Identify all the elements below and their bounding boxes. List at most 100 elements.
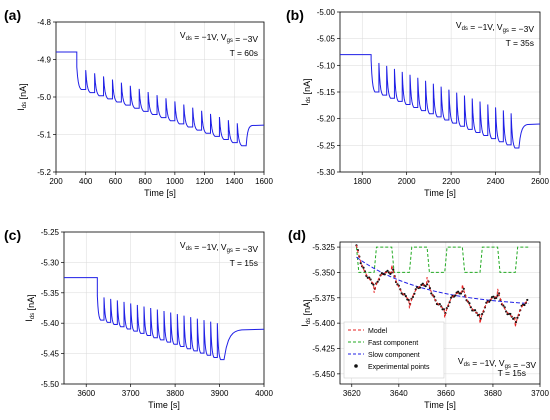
legend-label: Slow component <box>368 352 420 359</box>
label-symbol: I <box>16 108 26 111</box>
y-tick-label: -5.30 <box>41 258 60 267</box>
label-subscript: gs <box>505 364 511 370</box>
x-tick-label: 1800 <box>353 177 371 186</box>
x-tick-label: 3700 <box>531 389 549 398</box>
experimental-point <box>430 292 433 295</box>
label-symbol: V <box>499 358 505 368</box>
fast-component-line <box>355 246 529 273</box>
experimental-point <box>421 282 424 285</box>
experimental-point <box>424 285 427 288</box>
x-tick-label: 3700 <box>122 389 140 398</box>
panel-a: (a) 200 400 600 800 1000 1200 1400 1600 -5.2 -5.1 -… <box>4 7 273 198</box>
label-symbol: V <box>221 32 227 42</box>
label-subscript: gs <box>503 28 509 34</box>
y-tick-label: -5.00 <box>317 8 336 17</box>
label-part: = −3V <box>509 24 534 34</box>
plot-frame <box>55 21 265 173</box>
panel-b: (b) 1800 2000 2200 2400 2600 -5.30 -5.25 -5.20 -5… <box>286 7 549 198</box>
label-symbol: V <box>456 20 462 30</box>
label-symbol: V <box>180 30 186 40</box>
label-subscript: ds <box>186 246 192 252</box>
experimental-point <box>362 266 365 269</box>
label-part: [nA] <box>26 294 36 313</box>
x-axis-label: Time [s] <box>424 188 456 198</box>
label-subscript: ds <box>22 102 28 108</box>
series-line <box>64 277 265 361</box>
x-tick-label: 600 <box>109 177 123 186</box>
x-tick-label: 2600 <box>531 177 549 186</box>
label-symbol: V <box>221 242 227 252</box>
y-tick-label: -5.25 <box>317 141 336 150</box>
experimental-point <box>509 312 512 316</box>
experimental-point <box>479 317 482 320</box>
plot-frame <box>339 11 541 173</box>
label-subscript: ds <box>306 318 312 324</box>
period-annotation: T = 60s <box>230 48 258 58</box>
experimental-point <box>386 269 389 272</box>
legend-frame <box>343 321 445 379</box>
x-tick-label: 3620 <box>343 389 361 398</box>
experimental-point <box>526 298 529 302</box>
y-tick-label: -5.35 <box>41 289 60 298</box>
plot-frame <box>339 241 541 385</box>
grid-lines <box>340 11 541 173</box>
x-tick-label: 4000 <box>255 389 273 398</box>
condition-annotation: Vds = −1V, Vgs = −3V <box>458 356 536 370</box>
experimental-point <box>523 303 526 307</box>
y-tick-label: -5.350 <box>312 268 335 277</box>
experimental-point <box>383 273 386 276</box>
x-tick-label: 3900 <box>211 389 229 398</box>
label-subscript: ds <box>186 36 192 42</box>
x-axis-label: Time [s] <box>144 188 176 198</box>
label-part: = −1V, <box>192 242 221 252</box>
panel-label: (b) <box>286 7 304 23</box>
y-tick-label: -5.05 <box>317 35 336 44</box>
y-tick-label: -5.25 <box>41 228 60 237</box>
x-tick-label: 2400 <box>487 177 505 186</box>
experimental-point <box>468 302 471 305</box>
experimental-point <box>448 301 451 304</box>
label-part: = −3V <box>233 34 258 44</box>
y-tick-label: -5.50 <box>41 380 60 389</box>
legend-label: Fast component <box>368 340 418 347</box>
label-symbol: V <box>497 22 503 32</box>
legend-marker <box>354 364 358 368</box>
slow-component-line <box>356 256 529 304</box>
label-part: [nA] <box>302 299 312 318</box>
x-tick-label: 3600 <box>77 389 95 398</box>
y-tick-label: -4.9 <box>37 56 51 65</box>
y-tick-label: -5.1 <box>37 131 51 140</box>
experimental-point <box>516 316 519 319</box>
condition-annotation: Vds = −1V, Vgs = −3V <box>180 240 258 254</box>
experimental-point <box>359 262 362 265</box>
y-tick-label: -5.400 <box>312 319 335 328</box>
y-tick-label: -5.10 <box>317 61 336 70</box>
label-part: = −3V <box>511 360 536 370</box>
x-tick-label: 1000 <box>166 177 184 186</box>
x-tick-label: 200 <box>49 177 63 186</box>
panel-c: (c) 3600 3700 3800 3900 4000 -5.50 -5.45 -5.40 -5… <box>4 227 273 410</box>
x-tick-label: 2000 <box>398 177 416 186</box>
panel-d: (d) 3620 3640 3660 3680 3700 -5.450 -5.425 -5.40… <box>288 227 549 410</box>
y-tick-label: -5.40 <box>41 319 60 328</box>
label-subscript: gs <box>227 248 233 254</box>
experimental-point <box>389 272 392 276</box>
label-symbol: I <box>24 319 34 322</box>
x-axis-label: Time [s] <box>148 400 180 410</box>
label-symbol: V <box>180 240 186 250</box>
label-symbol: I <box>300 103 310 106</box>
model-line <box>355 244 529 328</box>
x-tick-label: 2200 <box>442 177 460 186</box>
y-tick-label: -5.450 <box>312 370 335 379</box>
period-annotation: T = 15s <box>498 368 526 378</box>
x-tick-label: 3640 <box>390 389 408 398</box>
legend: Model Fast component Slow component Experim… <box>343 321 445 379</box>
x-tick-label: 1200 <box>196 177 214 186</box>
grid-lines <box>55 21 265 173</box>
panel-label: (a) <box>4 7 21 23</box>
y-tick-label: -5.45 <box>41 350 60 359</box>
panel-label: (c) <box>4 227 21 243</box>
legend-label: Experimental points <box>368 364 430 371</box>
experimental-points <box>355 244 529 324</box>
